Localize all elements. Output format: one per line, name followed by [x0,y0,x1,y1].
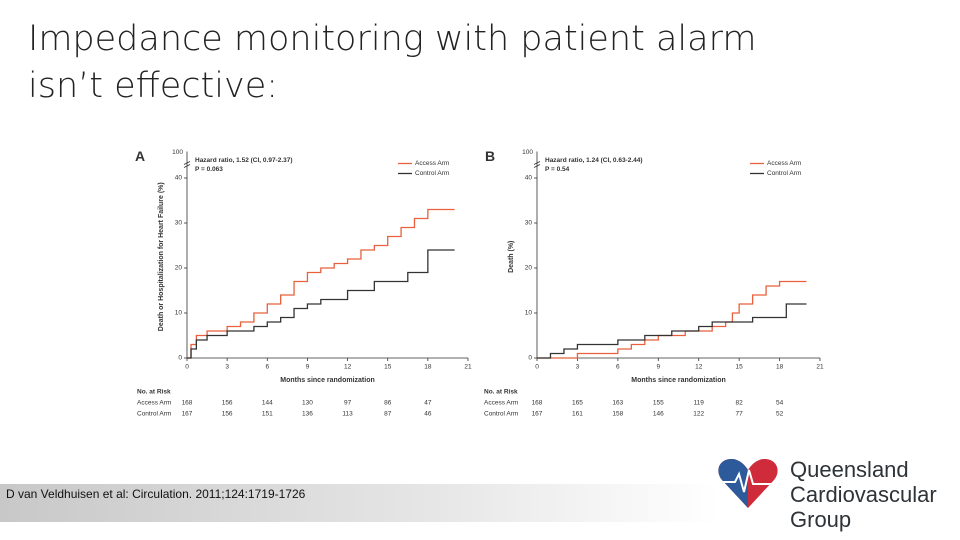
panel-label: A [135,148,145,164]
axis-break [183,161,191,168]
at-risk-count: 146 [653,411,664,418]
at-risk-count: 168 [182,400,193,407]
at-risk-count: 119 [694,400,705,407]
at-risk-count: 97 [344,400,352,407]
at-risk-count: 130 [302,400,313,407]
y-tick-label: 30 [525,220,533,227]
legend-label: Control Arm [767,170,801,177]
axis-break [533,161,541,168]
y-axis-label: Death or Hospitalization for Heart Failu… [158,182,165,331]
x-tick-label: 3 [225,364,229,371]
slide-title: isn’t effective: [28,66,278,106]
at-risk-count: 86 [384,400,392,407]
at-risk-title: No. at Risk [484,389,518,396]
at-risk-count: 155 [653,400,664,407]
logo-text: Queensland [790,457,909,482]
x-tick-label: 18 [424,364,432,371]
chart: A 100 0 10 20 30 40 0 3 6 9 12 15 18 21 Months since ra… [135,148,472,418]
x-tick-label: 0 [185,364,189,371]
logo: Queensland Cardiovascular Group [718,457,937,532]
at-risk-count: 163 [612,400,623,407]
x-tick-label: 12 [344,364,352,371]
at-risk-count: 161 [572,411,583,418]
y-tick-label: 10 [175,310,183,317]
at-risk-count: 167 [182,411,193,418]
at-risk-row-label: Control Arm [484,411,518,418]
x-tick-label: 0 [535,364,539,371]
y-tick-label: 20 [525,265,533,272]
citation-bar [0,484,720,522]
x-tick-label: 12 [695,364,703,371]
at-risk-count: 158 [612,411,623,418]
km-curve [537,303,807,359]
x-tick-label: 21 [816,364,824,371]
at-risk-row-label: Access Arm [484,400,518,407]
logo-text: Group [790,507,851,532]
x-tick-label: 6 [616,364,620,371]
logo-text: Cardiovascular [790,482,937,507]
at-risk-count: 87 [384,411,392,418]
x-tick-label: 9 [306,364,310,371]
slide-title: Impedance monitoring with patient alarm [28,19,756,59]
at-risk-count: 113 [342,411,353,418]
at-risk-count: 46 [424,411,432,418]
y-axis-top-label: 100 [522,149,533,156]
y-tick-label: 30 [175,220,183,227]
at-risk-count: 52 [776,411,784,418]
x-tick-label: 15 [736,364,744,371]
at-risk-row-label: Control Arm [137,411,171,418]
y-tick-label: 0 [178,355,182,362]
at-risk-count: 151 [262,411,273,418]
legend-label: Access Arm [415,160,449,167]
x-tick-label: 3 [576,364,580,371]
y-tick-label: 40 [525,175,533,182]
logo-pulse [722,469,774,493]
at-risk-count: 54 [776,400,784,407]
at-risk-count: 156 [222,411,233,418]
annotation: Hazard ratio, 1.24 (CI, 0.63-2.44) [545,157,643,164]
citation: D van Veldhuisen et al: Circulation. 201… [6,487,306,501]
x-tick-label: 6 [265,364,269,371]
at-risk-count: 165 [572,400,583,407]
at-risk-count: 82 [736,400,744,407]
at-risk-count: 77 [736,411,744,418]
legend-label: Access Arm [767,160,801,167]
logo-heart-left [718,458,748,508]
annotation: Hazard ratio, 1.52 (CI, 0.97-2.37) [195,157,293,164]
at-risk-count: 136 [302,411,313,418]
annotation: P = 0.54 [545,166,570,173]
y-axis-label: Death (%) [508,241,515,273]
y-tick-label: 10 [525,310,533,317]
km-curve [187,208,455,359]
y-tick-label: 20 [175,265,183,272]
y-tick-label: 40 [175,175,183,182]
at-risk-row-label: Access Arm [137,400,171,407]
x-tick-label: 15 [384,364,392,371]
at-risk-count: 144 [262,400,273,407]
y-tick-label: 0 [528,355,532,362]
x-tick-label: 21 [464,364,472,371]
legend-label: Control Arm [415,170,449,177]
annotation: P = 0.063 [195,166,223,173]
km-curve [537,280,807,359]
x-tick-label: 18 [776,364,784,371]
panel-label: B [485,148,495,164]
at-risk-count: 168 [532,400,543,407]
at-risk-title: No. at Risk [137,389,171,396]
km-curve [187,249,455,359]
at-risk-count: 47 [424,400,432,407]
chart: B 100 0 10 20 30 40 0 3 6 9 12 15 18 21 Months since ra… [484,148,824,418]
at-risk-count: 122 [693,411,704,418]
x-tick-label: 9 [656,364,660,371]
y-axis-top-label: 100 [172,149,183,156]
at-risk-count: 156 [222,400,233,407]
x-axis-label: Months since randomization [631,377,726,384]
at-risk-count: 167 [532,411,543,418]
x-axis-label: Months since randomization [280,377,375,384]
